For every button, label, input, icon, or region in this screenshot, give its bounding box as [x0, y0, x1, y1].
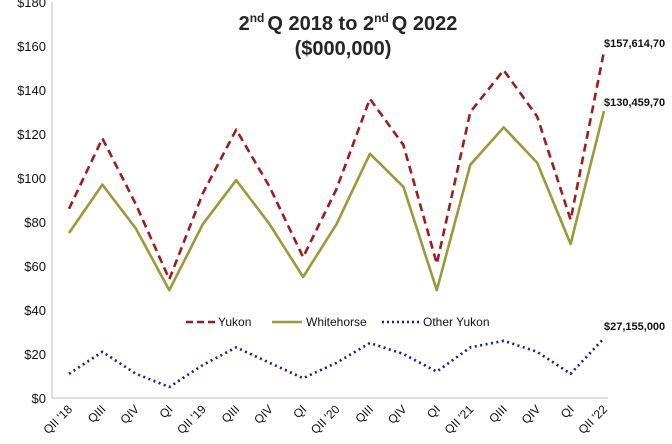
data-label-other-yukon: $27,155,000 — [604, 321, 665, 333]
x-tick-label: QIII — [486, 402, 510, 426]
x-tick-label: QIII — [85, 402, 109, 426]
y-tick-label: $0 — [32, 391, 46, 406]
series-line-whitehorse — [67, 110, 606, 292]
x-tick-label: QII '22 — [575, 402, 610, 437]
legend-label-whitehorse: Whitehorse — [306, 315, 367, 329]
x-tick-label: QI — [290, 402, 309, 421]
data-label-whitehorse: $130,459,70 — [604, 97, 665, 109]
series-line-other-yukon — [68, 337, 605, 389]
x-tick-label: QIV — [117, 402, 142, 427]
y-axis: $0 $20 $40 $60 $80 $100 $120 $140 $160 $180 — [17, 0, 53, 406]
x-tick-label: QII '18 — [40, 402, 75, 437]
legend: Yukon Whitehorse Other Yukon — [186, 315, 490, 329]
x-tick-label: QIV — [385, 402, 410, 427]
y-tick-label: $120 — [17, 127, 46, 142]
chart-title-line2: ($000,000) — [295, 38, 392, 60]
x-tick-label: QI — [424, 402, 443, 421]
x-tick-label: QII '20 — [308, 402, 343, 437]
legend-label-other-yukon: Other Yukon — [423, 315, 490, 329]
legend-label-yukon: Yukon — [218, 315, 251, 329]
y-tick-label: $60 — [24, 259, 46, 274]
x-tick-label: QIII — [219, 402, 243, 426]
x-tick-label: QIV — [519, 402, 544, 427]
y-tick-label: $140 — [17, 83, 46, 98]
data-label-yukon: $157,614,70 — [604, 38, 665, 50]
y-tick-label: $100 — [17, 171, 46, 186]
y-tick-label: $80 — [24, 215, 46, 230]
x-tick-label: QI — [157, 402, 176, 421]
y-tick-label: $40 — [24, 303, 46, 318]
x-tick-label: QII '21 — [442, 402, 477, 437]
x-tick-label: QII '19 — [174, 402, 209, 437]
y-tick-label: $160 — [17, 39, 46, 54]
x-tick-label: QI — [558, 402, 577, 421]
series-lines — [67, 51, 606, 389]
y-tick-label: $20 — [24, 347, 46, 362]
series-line-yukon — [67, 51, 606, 281]
x-tick-label: QIV — [251, 402, 276, 427]
chart-title-line1: 2nd Q 2018 to 2nd Q 2022 — [239, 11, 458, 35]
x-tick-label: QIII — [352, 402, 376, 426]
y-tick-label: $180 — [17, 0, 46, 10]
